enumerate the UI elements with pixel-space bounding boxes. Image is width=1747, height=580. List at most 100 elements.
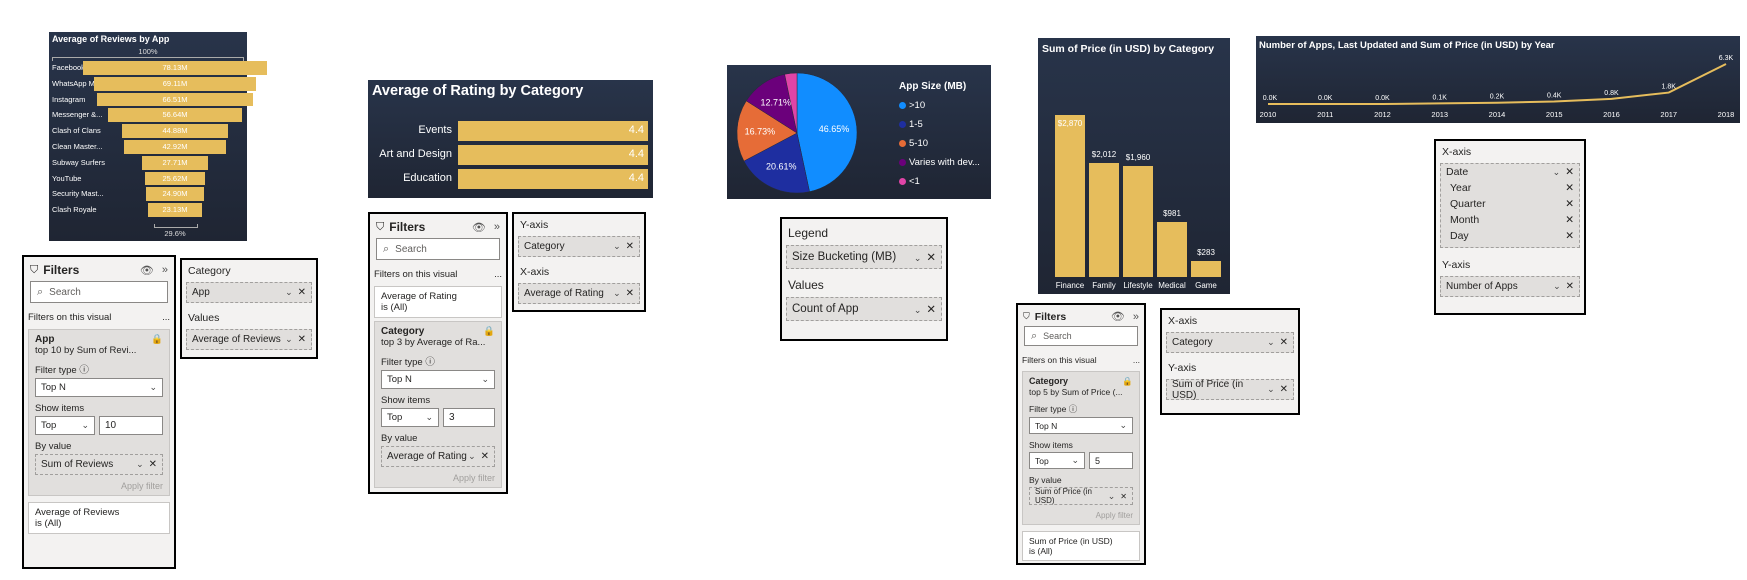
pie-legend-item: >10 (899, 96, 991, 115)
chevron-down-icon[interactable]: ⌄ (613, 241, 621, 251)
remove-level-icon[interactable]: ✕ (1565, 182, 1574, 194)
show-items-count-input[interactable]: 10 (99, 416, 163, 435)
chevron-down-icon[interactable]: ⌄ (1267, 337, 1275, 347)
remove-field-icon[interactable]: ✕ (1565, 166, 1574, 178)
filter-funnel-icon: ⛉ (376, 220, 385, 233)
collapse-pane-icon[interactable]: » (1132, 310, 1139, 323)
remove-field-icon[interactable]: ✕ (1120, 491, 1127, 501)
by-value-field[interactable]: Sum of Price (in USD) ⌄ ✕ (1029, 487, 1133, 505)
eye-icon[interactable]: 👁 (1110, 311, 1125, 323)
remove-field-icon[interactable]: ✕ (625, 241, 634, 252)
chevron-down-icon[interactable]: ⌄ (1267, 384, 1275, 394)
chevron-down-icon[interactable]: ⌄ (1107, 490, 1116, 501)
x-axis-field[interactable]: Category ⌄ ✕ (1166, 332, 1294, 353)
chevron-down-icon[interactable]: ⌄ (1552, 167, 1561, 177)
more-options-icon[interactable]: ... (494, 269, 502, 280)
filters-search-input[interactable]: ⌕ Search (376, 238, 500, 260)
pie-slice[interactable] (784, 72, 798, 134)
rating-bar-visual[interactable]: Average of Rating by Category Events 4.4 A… (368, 80, 653, 198)
pie-legend-item: Varies with dev... (899, 153, 991, 172)
eye-icon[interactable]: 👁 (139, 264, 154, 277)
price-value-label: $2,012 (1091, 150, 1117, 160)
lock-icon[interactable]: 🔒 (1122, 376, 1133, 386)
collapse-pane-icon[interactable]: » (493, 221, 500, 233)
filters-search-input[interactable]: ⌕ Search (1024, 326, 1138, 346)
filter-card-category[interactable]: Category 🔒 top 5 by Sum of Price (... Fil… (1022, 371, 1140, 525)
remove-field-icon[interactable]: ✕ (148, 459, 157, 470)
remove-field-icon[interactable]: ✕ (926, 304, 936, 316)
line-chart: 0.0K 2010 0.0K 2011 0.0K 2012 0.1K 2013 0.2K 2014… (1260, 55, 1735, 119)
chevron-down-icon[interactable]: ⌄ (1553, 281, 1561, 291)
show-items-direction-dropdown[interactable]: Top ⌄ (381, 408, 439, 427)
chevron-down-icon[interactable]: ⌄ (136, 459, 144, 469)
pie-legend-label: >10 (909, 100, 926, 111)
funnel-bar (145, 187, 205, 202)
filter-type-dropdown[interactable]: Top N ⌄ (381, 370, 495, 389)
legend-field[interactable]: Size Bucketing (MB) ⌄ ✕ (786, 245, 942, 269)
pie-legend-item: 1-5 (899, 115, 991, 134)
more-options-icon[interactable]: ... (1132, 355, 1140, 365)
apply-filter-button[interactable]: Apply filter (1095, 511, 1133, 520)
remove-field-icon[interactable]: ✕ (1279, 384, 1288, 395)
remove-field-icon[interactable]: ✕ (1279, 337, 1288, 348)
chevron-down-icon[interactable]: ⌄ (468, 451, 476, 461)
rating-category-label: Events (418, 124, 452, 136)
remove-level-icon[interactable]: ✕ (1565, 230, 1574, 242)
filter-card-app[interactable]: App 🔒 top 10 by Sum of Revi... Filter typ… (28, 329, 170, 496)
remove-field-icon[interactable]: ✕ (297, 287, 306, 298)
filters-search-input[interactable]: ⌕ Search (30, 281, 168, 303)
price-column-visual[interactable]: Sum of Price (in USD) by Category $2,870… (1038, 38, 1230, 294)
line-chart-visual[interactable]: Number of Apps, Last Updated and Sum of … (1256, 36, 1740, 123)
remove-level-icon[interactable]: ✕ (1565, 214, 1574, 226)
filter-type-dropdown[interactable]: Top N ⌄ (1029, 417, 1133, 434)
x-axis-field[interactable]: Average of Rating ⌄ ✕ (518, 283, 640, 304)
by-value-field[interactable]: Sum of Reviews ⌄ ✕ (35, 454, 163, 475)
y-axis-field[interactable]: Number of Apps ⌄ ✕ (1440, 276, 1580, 297)
pie-slice[interactable] (796, 72, 858, 192)
line-point-label: 0.2K (1490, 94, 1505, 101)
category-field[interactable]: App ⌄ ✕ (186, 282, 312, 303)
chevron-down-icon[interactable]: ⌄ (613, 288, 621, 298)
date-hierarchy-field[interactable]: Date ⌄ ✕ Year ✕ Quarter ✕ Month ✕ Day ✕ (1440, 163, 1580, 248)
values-field[interactable]: Average of Reviews ⌄ ✕ (186, 329, 312, 350)
chevron-down-icon[interactable]: ⌄ (285, 287, 293, 297)
filter-card-average-rating[interactable]: Average of Rating is (All) (374, 286, 502, 318)
show-items-direction-dropdown[interactable]: Top ⌄ (1029, 452, 1085, 469)
lock-icon[interactable]: 🔒 (483, 326, 495, 337)
price-category-label: Finance (1055, 281, 1085, 290)
values-field[interactable]: Count of App ⌄ ✕ (786, 297, 942, 321)
remove-field-icon[interactable]: ✕ (926, 252, 936, 264)
filter-card-sum-price[interactable]: Sum of Price (in USD) is (All) (1022, 531, 1140, 561)
apply-filter-button[interactable]: Apply filter (120, 481, 163, 491)
eye-icon[interactable]: 👁 (471, 221, 486, 234)
chevron-down-icon[interactable]: ⌄ (913, 305, 922, 315)
remove-field-icon[interactable]: ✕ (1565, 281, 1574, 292)
pie-visual[interactable]: 46.65% 20.61% 16.73% 12.71% App Size (MB) >… (727, 65, 991, 199)
y-axis-field[interactable]: Sum of Price (in USD) ⌄ ✕ (1166, 379, 1294, 401)
y-axis-field[interactable]: Category ⌄ ✕ (518, 236, 640, 257)
pie-slice[interactable] (736, 100, 798, 162)
show-items-count-input[interactable]: 5 (1089, 452, 1133, 469)
funnel-visual[interactable]: Average of Reviews by App 100% Facebook 7… (49, 32, 267, 241)
show-items-count-input[interactable]: 3 (443, 408, 495, 427)
remove-field-icon[interactable]: ✕ (480, 451, 489, 462)
chevron-down-icon[interactable]: ⌄ (913, 253, 922, 263)
pie-slice[interactable] (743, 132, 810, 194)
remove-level-icon[interactable]: ✕ (1565, 198, 1574, 210)
filter-card-category[interactable]: Category 🔒 top 3 by Average of Ra... Filt… (374, 321, 502, 488)
line-series[interactable] (1268, 63, 1727, 105)
more-options-icon[interactable]: ... (162, 312, 170, 323)
remove-field-icon[interactable]: ✕ (625, 288, 634, 299)
filter-card-average-reviews[interactable]: Average of Reviews is (All) (28, 502, 170, 534)
lock-icon[interactable]: 🔒 (151, 334, 163, 345)
collapse-pane-icon[interactable]: » (161, 264, 168, 276)
funnel-app-label: Clash of Clans (52, 126, 101, 136)
apply-filter-button[interactable]: Apply filter (452, 473, 495, 483)
show-items-direction-dropdown[interactable]: Top ⌄ (35, 416, 95, 435)
filter-type-dropdown[interactable]: Top N ⌄ (35, 378, 163, 397)
chevron-down-icon[interactable]: ⌄ (285, 334, 293, 344)
by-value-field[interactable]: Average of Rating ⌄ ✕ (381, 446, 495, 467)
fields-pane-5: X-axis Date ⌄ ✕ Year ✕ Quarter ✕ Month ✕ Day ✕ Y-… (1434, 139, 1586, 315)
funnel-app-label: WhatsApp M... (52, 78, 102, 88)
remove-field-icon[interactable]: ✕ (297, 334, 306, 345)
